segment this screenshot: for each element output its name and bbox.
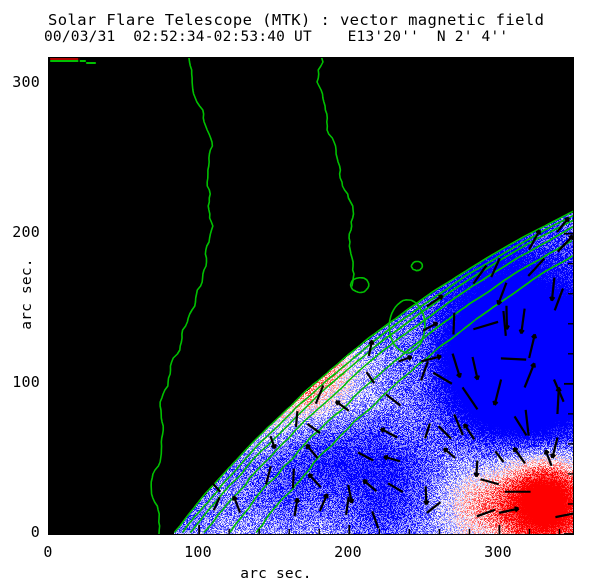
x-tick-label-200: 200	[334, 543, 362, 561]
title-block: Solar Flare Telescope (MTK) : vector mag…	[44, 11, 588, 46]
figure-subtitle: 00/03/31 02:52:34-02:53:40 UT E13'20'' N…	[44, 29, 509, 45]
vector-magnetogram-canvas	[49, 58, 573, 534]
figure-title: Solar Flare Telescope (MTK) : vector mag…	[48, 11, 545, 29]
x-tick-label-0: 0	[43, 543, 53, 561]
y-tick-label-200: 200	[12, 223, 40, 241]
magnetogram-image	[49, 58, 573, 534]
y-tick-label-0: 0	[30, 523, 40, 541]
x-tick-label-300: 300	[484, 543, 512, 561]
x-axis-title: arc sec.	[240, 566, 312, 582]
y-tick-label-100: 100	[12, 373, 40, 391]
y-axis-title: arc sec.	[19, 258, 35, 330]
magnetogram-plot-area	[48, 57, 574, 535]
y-tick-label-300: 300	[12, 73, 40, 91]
x-tick-label-100: 100	[184, 543, 212, 561]
